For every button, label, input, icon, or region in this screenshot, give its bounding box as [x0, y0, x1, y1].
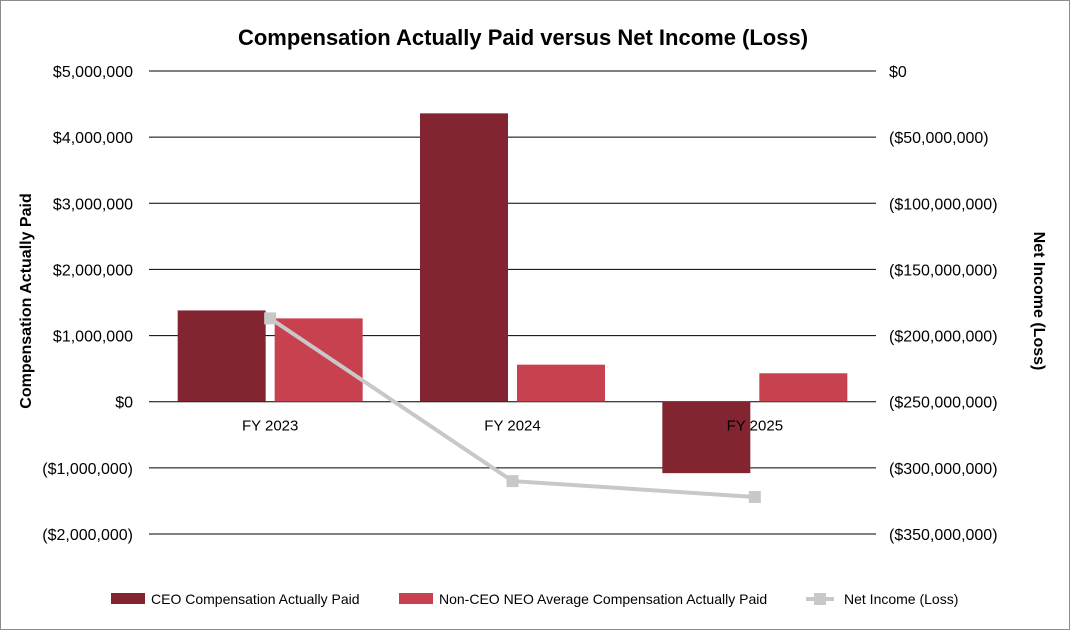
y2-tick-label: $0: [889, 64, 907, 81]
right-axis-ticks: $0 ($50,000,000) ($100,000,000) ($150,000,0…: [889, 64, 998, 544]
legend-label: Net Income (Loss): [844, 591, 958, 607]
bar-non-ceo-neo-fy-2024: [517, 364, 605, 402]
net-income-marker: [506, 475, 519, 488]
y-tick-label: ($2,000,000): [42, 527, 133, 544]
y-tick-label: $4,000,000: [53, 130, 133, 147]
y2-tick-label: ($50,000,000): [889, 130, 989, 147]
bar-non-ceo-neo-fy-2025: [759, 373, 848, 402]
net-income-marker: [748, 490, 761, 503]
category-labels: FY 2023 FY 2024 FY 2025: [242, 418, 783, 435]
legend-label: Non-CEO NEO Average Compensation Actuall…: [439, 591, 767, 607]
legend-swatch: [399, 593, 433, 604]
chart-title: Compensation Actually Paid versus Net In…: [238, 25, 808, 50]
legend: CEO Compensation Actually Paid Non-CEO NE…: [111, 591, 958, 607]
y2-tick-label: ($200,000,000): [889, 329, 998, 346]
left-axis-ticks: $5,000,000 $4,000,000 $3,000,000 $2,000,000…: [42, 64, 133, 544]
legend-swatch-marker: [814, 593, 826, 605]
category-label: FY 2025: [727, 418, 783, 435]
y2-tick-label: ($150,000,000): [889, 262, 998, 279]
y2-tick-label: ($300,000,000): [889, 461, 998, 478]
y-tick-label: $5,000,000: [53, 64, 133, 81]
y-tick-label: $3,000,000: [53, 196, 133, 213]
legend-label: CEO Compensation Actually Paid: [151, 591, 360, 607]
y2-tick-label: ($350,000,000): [889, 527, 998, 544]
y-tick-label: ($1,000,000): [42, 461, 133, 478]
bar-ceo-fy-2025: [662, 401, 751, 474]
right-axis-title: Net Income (Loss): [1030, 232, 1047, 371]
y2-tick-label: ($250,000,000): [889, 395, 998, 412]
bar-ceo-fy-2024: [420, 113, 508, 402]
category-label: FY 2024: [484, 418, 540, 435]
y-tick-label: $0: [115, 395, 133, 412]
y-tick-label: $1,000,000: [53, 329, 133, 346]
y2-tick-label: ($100,000,000): [889, 196, 998, 213]
net-income-marker: [264, 312, 277, 325]
y-tick-label: $2,000,000: [53, 262, 133, 279]
category-label: FY 2023: [242, 418, 298, 435]
gridlines: [149, 70, 876, 535]
bar-ceo-fy-2023: [177, 310, 266, 402]
left-axis-title: Compensation Actually Paid: [18, 193, 35, 408]
net-income-line: [264, 312, 761, 503]
legend-swatch: [111, 593, 145, 604]
